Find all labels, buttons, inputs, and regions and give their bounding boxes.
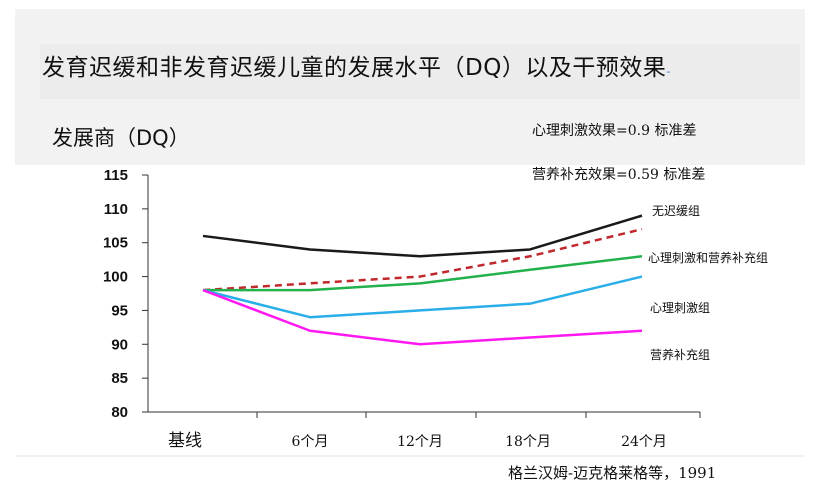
effect-note-nutrition: 营养补充效果=0.59 标准差 [532,167,706,183]
series-end-label: 心理刺激和营养补充组 [648,250,768,265]
y-tick-label: 110 [104,201,128,218]
x-tick-label: 24个月 [621,434,667,450]
x-tick-label: 12个月 [397,434,443,450]
series-line [202,288,643,346]
source-citation: 格兰汉姆-迈克格莱格等，1991 [508,464,717,482]
title-strip [40,44,800,99]
series-end-label: 心理刺激组 [650,301,710,315]
series-end-label: 营养补充组 [650,347,710,362]
chart-title: 发育迟缓和非发育迟缓儿童的发展水平（DQ）以及干预效果- [42,55,671,81]
y-axis-label: 发展商（DQ） [52,126,190,150]
series-line [202,227,643,292]
x-tick-label: 18个月 [505,434,551,450]
effect-note-psychological: 心理刺激效果=0.9 标准差 [532,123,697,139]
y-tick-label: 80 [111,404,128,421]
series-line [202,275,643,319]
y-tick-label: 100 [103,269,128,286]
x-tick-label: 基线 [168,431,202,451]
y-tick-label: 95 [111,302,128,319]
x-tick-label: 6个月 [292,434,329,450]
series-end-label: 无迟缓组 [652,204,700,218]
y-tick-label: 85 [111,370,128,387]
y-tick-label: 90 [111,336,128,353]
y-tick-label: 115 [104,167,128,184]
series-line [202,214,643,258]
y-tick-label: 105 [103,235,128,252]
series-line [203,255,643,292]
